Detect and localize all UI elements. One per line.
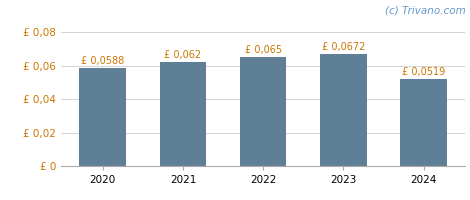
Bar	[160, 62, 206, 166]
Text: £ 0,065: £ 0,065	[245, 45, 282, 55]
Bar	[320, 54, 367, 166]
Text: £ 0,062: £ 0,062	[164, 50, 202, 60]
Text: £ 0,0588: £ 0,0588	[81, 56, 125, 66]
Text: £ 0,0672: £ 0,0672	[322, 42, 365, 52]
Bar	[79, 68, 126, 166]
Text: (c) Trivano.com: (c) Trivano.com	[384, 6, 465, 16]
Bar	[240, 57, 287, 166]
Text: £ 0,0519: £ 0,0519	[402, 67, 445, 77]
Bar	[400, 79, 447, 166]
